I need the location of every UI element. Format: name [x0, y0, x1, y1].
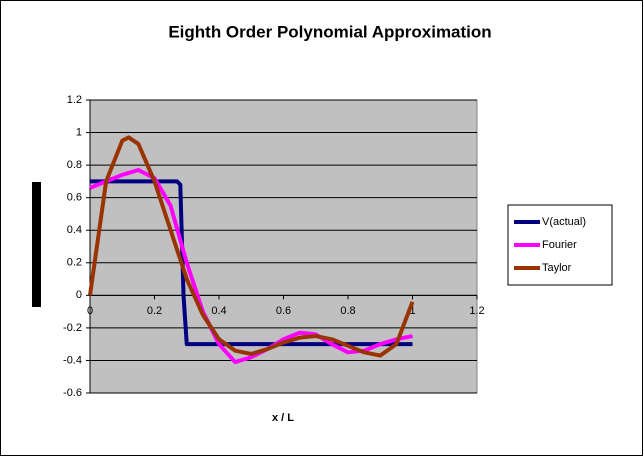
y-tick-label: 1.2 — [67, 94, 82, 106]
legend-label: V(actual) — [542, 216, 586, 228]
legend-label: Fourier — [542, 239, 577, 251]
y-tick-label: 1 — [76, 126, 82, 138]
y-tick-label: 0.2 — [67, 257, 82, 269]
x-tick-label: 0.8 — [340, 305, 355, 317]
plot-area — [89, 99, 478, 394]
x-tick-label: 0.6 — [276, 305, 291, 317]
x-axis-title: x / L — [272, 412, 294, 424]
chart-title: Eighth Order Polynomial Approximation — [168, 22, 491, 41]
y-tick-label: 0.6 — [67, 192, 82, 204]
x-tick-label: 0 — [87, 305, 93, 317]
x-tick-label: 1 — [409, 305, 415, 317]
x-tick-label: 0.4 — [211, 305, 226, 317]
x-tick-label: 0.2 — [147, 305, 162, 317]
y-tick-label: 0 — [76, 289, 82, 301]
y-tick-label: 0.8 — [67, 159, 82, 171]
y-tick-label: -0.2 — [63, 322, 82, 334]
series-line — [88, 135, 415, 358]
y-tick-label: -0.6 — [63, 387, 82, 399]
legend-label: Taylor — [542, 262, 572, 274]
y-tick-label: -0.4 — [63, 354, 82, 366]
x-tick-label: 1.2 — [469, 305, 484, 317]
y-axis-title-block — [32, 182, 41, 307]
y-tick-label: 0.4 — [67, 224, 82, 236]
